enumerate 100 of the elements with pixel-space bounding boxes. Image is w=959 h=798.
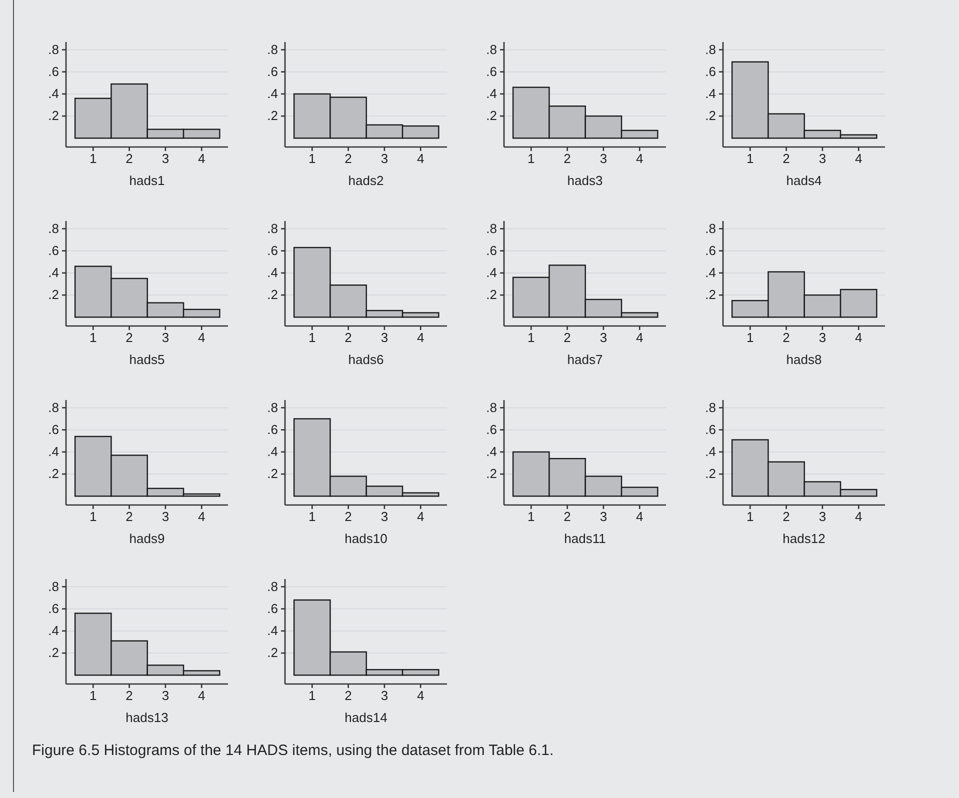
- x-tick-label: 4: [198, 330, 206, 346]
- caption: Figure 6.5 Histograms of the 14 HADS items, using the dataset from Table 6.1.: [32, 742, 554, 759]
- y-tick-label: .4: [267, 623, 278, 638]
- x-axis-title: hads13: [126, 710, 168, 725]
- y-tick-label: .6: [267, 601, 278, 616]
- x-tick-label: 4: [416, 151, 424, 166]
- y-tick-label: .6: [705, 243, 716, 258]
- y-tick-label: .2: [267, 287, 278, 302]
- x-axis-title: hads8: [786, 352, 822, 367]
- y-tick-label: .4: [705, 86, 716, 102]
- x-axis-title: hads4: [786, 173, 822, 188]
- x-tick-label: 1: [90, 688, 97, 704]
- y-tick-label: .8: [705, 220, 716, 236]
- x-tick-label: 2: [126, 688, 133, 704]
- y-tick-label: .8: [267, 42, 278, 57]
- x-tick-label: 2: [782, 151, 790, 166]
- y-tick-label: .8: [486, 42, 497, 57]
- x-tick-label: 3: [162, 330, 170, 346]
- y-tick-label: .6: [705, 64, 716, 79]
- x-tick-label: 2: [782, 509, 790, 524]
- x-tick-label: 1: [528, 509, 535, 524]
- x-tick-label: 2: [344, 509, 352, 524]
- x-tick-label: 4: [854, 509, 862, 524]
- y-tick-label: .6: [48, 243, 59, 258]
- x-tick-label: 2: [126, 151, 133, 166]
- x-axis-title: hads10: [344, 531, 388, 546]
- y-tick-label: .4: [705, 444, 716, 460]
- y-tick-label: .4: [48, 623, 59, 638]
- y-tick-label: .6: [705, 422, 716, 437]
- x-tick-label: 4: [854, 151, 862, 166]
- x-tick-label: 4: [636, 151, 644, 166]
- x-axis-title: hads7: [567, 352, 603, 367]
- y-tick-label: .4: [48, 86, 59, 102]
- x-axis-title: hads12: [782, 531, 826, 546]
- y-tick-label: .2: [267, 466, 278, 482]
- y-tick-label: .4: [486, 265, 497, 280]
- y-tick-label: .8: [267, 220, 278, 236]
- x-tick-label: 3: [600, 151, 608, 166]
- y-tick-label: .2: [267, 645, 278, 660]
- y-tick-label: .6: [486, 422, 497, 437]
- y-tick-label: .6: [267, 422, 278, 437]
- y-tick-label: .6: [486, 64, 497, 79]
- x-axis-title: hads1: [129, 173, 165, 188]
- x-tick-label: 2: [564, 330, 571, 346]
- x-tick-label: 4: [198, 509, 206, 524]
- y-tick-label: .2: [705, 466, 716, 482]
- y-tick-label: .2: [705, 287, 716, 302]
- y-tick-label: .6: [48, 601, 59, 616]
- y-tick-label: .2: [486, 287, 497, 302]
- x-axis-title: hads5: [129, 352, 165, 367]
- y-tick-label: .6: [48, 64, 59, 79]
- x-tick-label: 3: [162, 688, 170, 704]
- y-tick-label: .8: [48, 220, 59, 236]
- x-axis-title: hads11: [564, 531, 606, 546]
- x-tick-label: 2: [126, 509, 133, 524]
- x-tick-label: 1: [746, 330, 754, 346]
- x-tick-label: 1: [90, 151, 97, 166]
- x-tick-label: 1: [528, 330, 535, 346]
- x-axis-title: hads14: [344, 710, 388, 725]
- y-tick-label: .4: [48, 265, 59, 280]
- x-tick-label: 3: [380, 688, 388, 704]
- x-axis-title: hads9: [129, 531, 165, 546]
- y-tick-label: .2: [48, 466, 59, 482]
- x-tick-label: 2: [782, 330, 790, 346]
- y-tick-label: .8: [705, 42, 716, 57]
- x-tick-label: 3: [818, 151, 826, 166]
- y-tick-label: .2: [705, 108, 716, 124]
- y-tick-label: .8: [486, 400, 497, 415]
- x-tick-label: 1: [308, 509, 316, 524]
- x-tick-label: 2: [344, 688, 352, 704]
- x-tick-label: 3: [600, 330, 608, 346]
- y-tick-label: .4: [267, 265, 278, 280]
- x-tick-label: 1: [746, 509, 754, 524]
- y-tick-label: .2: [486, 108, 497, 124]
- y-tick-label: .4: [486, 444, 497, 460]
- x-tick-label: 3: [600, 509, 608, 524]
- x-tick-label: 4: [854, 330, 862, 346]
- y-tick-label: .8: [48, 578, 59, 594]
- x-tick-label: 2: [344, 151, 352, 166]
- y-tick-label: .6: [267, 64, 278, 79]
- y-tick-label: .2: [48, 287, 59, 302]
- x-tick-label: 4: [198, 151, 206, 166]
- y-tick-label: .2: [48, 645, 59, 660]
- y-tick-label: .6: [267, 243, 278, 258]
- x-tick-label: 4: [416, 688, 424, 704]
- x-tick-label: 3: [380, 151, 388, 166]
- y-tick-label: .4: [267, 444, 278, 460]
- y-tick-label: .4: [486, 86, 497, 102]
- y-tick-label: .4: [267, 86, 278, 102]
- x-tick-label: 1: [528, 151, 535, 166]
- y-tick-label: .8: [48, 400, 59, 415]
- x-axis-title: hads6: [348, 352, 384, 367]
- x-axis-title: hads2: [348, 173, 384, 188]
- x-axis-title: hads3: [567, 173, 603, 188]
- y-tick-label: .6: [486, 243, 497, 258]
- x-tick-label: 3: [380, 509, 388, 524]
- y-tick-label: .2: [267, 108, 278, 124]
- x-tick-label: 1: [308, 330, 316, 346]
- y-tick-label: .2: [48, 108, 59, 124]
- y-tick-label: .8: [267, 400, 278, 415]
